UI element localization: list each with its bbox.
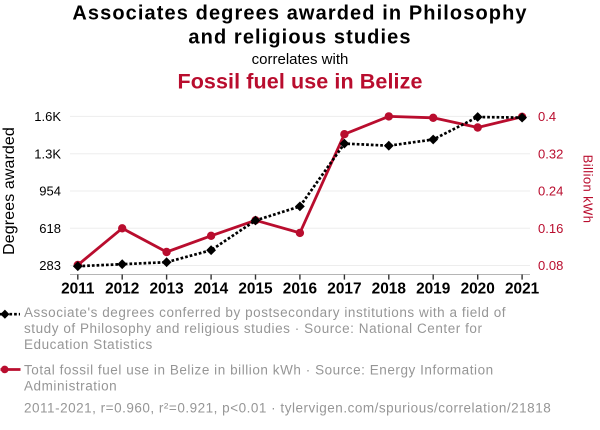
svg-text:1.3K: 1.3K [34,146,61,161]
svg-text:0.08: 0.08 [538,258,563,273]
svg-text:and religious studies: and religious studies [188,26,411,48]
svg-text:Total fossil fuel use in Beliz: Total fossil fuel use in Belize in billi… [24,362,494,377]
svg-text:Education Statistics: Education Statistics [24,337,153,352]
svg-text:Associate's degrees conferred: Associate's degrees conferred by postsec… [24,305,506,320]
svg-text:Administration: Administration [24,378,117,393]
svg-text:2011: 2011 [61,281,95,298]
svg-text:2012: 2012 [105,281,139,298]
svg-text:2016: 2016 [283,281,317,298]
svg-text:correlates with: correlates with [252,51,349,68]
svg-text:Degrees awarded: Degrees awarded [1,127,18,255]
svg-text:0.32: 0.32 [538,146,563,161]
svg-text:2019: 2019 [416,281,450,298]
svg-text:0.16: 0.16 [538,221,563,236]
svg-text:618: 618 [39,221,61,236]
svg-text:2020: 2020 [461,281,495,298]
svg-text:2013: 2013 [149,281,183,298]
svg-text:1.6K: 1.6K [34,109,61,124]
svg-text:Billion kWh: Billion kWh [581,155,596,224]
svg-text:Associates degrees awarded in: Associates degrees awarded in Philosophy [72,2,527,24]
svg-text:2015: 2015 [238,281,273,298]
svg-text:0.24: 0.24 [538,184,563,199]
svg-text:0.4: 0.4 [538,109,556,124]
svg-text:283: 283 [39,258,61,273]
svg-text:Fossil fuel use in Belize: Fossil fuel use in Belize [177,70,422,94]
svg-text:study of Philosophy and religi: study of Philosophy and religious studie… [24,321,483,336]
svg-text:2014: 2014 [194,281,229,298]
svg-text:2018: 2018 [372,281,407,298]
svg-text:2011-2021, r=0.960, r²=0.921,: 2011-2021, r=0.960, r²=0.921, p<0.01 · t… [24,401,551,416]
svg-text:954: 954 [39,184,61,199]
svg-text:2021: 2021 [505,281,540,298]
svg-text:2017: 2017 [327,281,361,298]
